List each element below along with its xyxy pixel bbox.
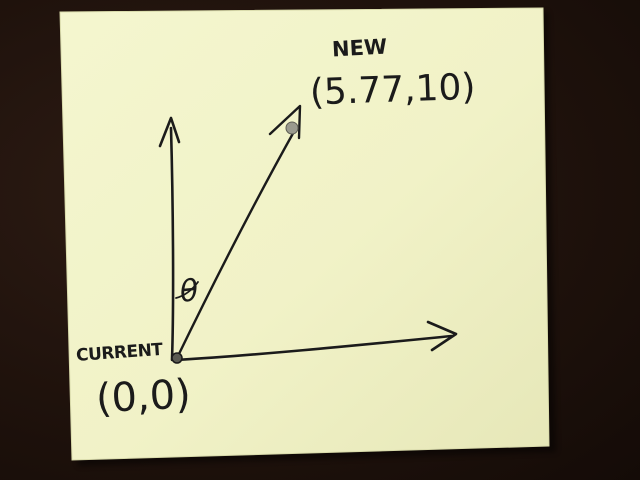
y-axis-arrowhead-icon: [158, 116, 181, 148]
current-coords: (0,0): [95, 371, 192, 422]
vector-line: [175, 126, 298, 360]
y-axis-line: [169, 126, 175, 362]
x-axis-line: [174, 334, 454, 362]
x-axis-arrowhead-icon: [426, 320, 458, 352]
vector-arrowhead-icon: [268, 104, 302, 140]
new-coords: (5.77,10): [309, 67, 476, 114]
angle-arc-icon: [175, 281, 199, 299]
endpoint-point-icon: [285, 121, 299, 135]
new-label: NEW: [331, 35, 387, 62]
angle-symbol: θ: [178, 273, 200, 310]
origin-point-icon: [171, 352, 183, 364]
